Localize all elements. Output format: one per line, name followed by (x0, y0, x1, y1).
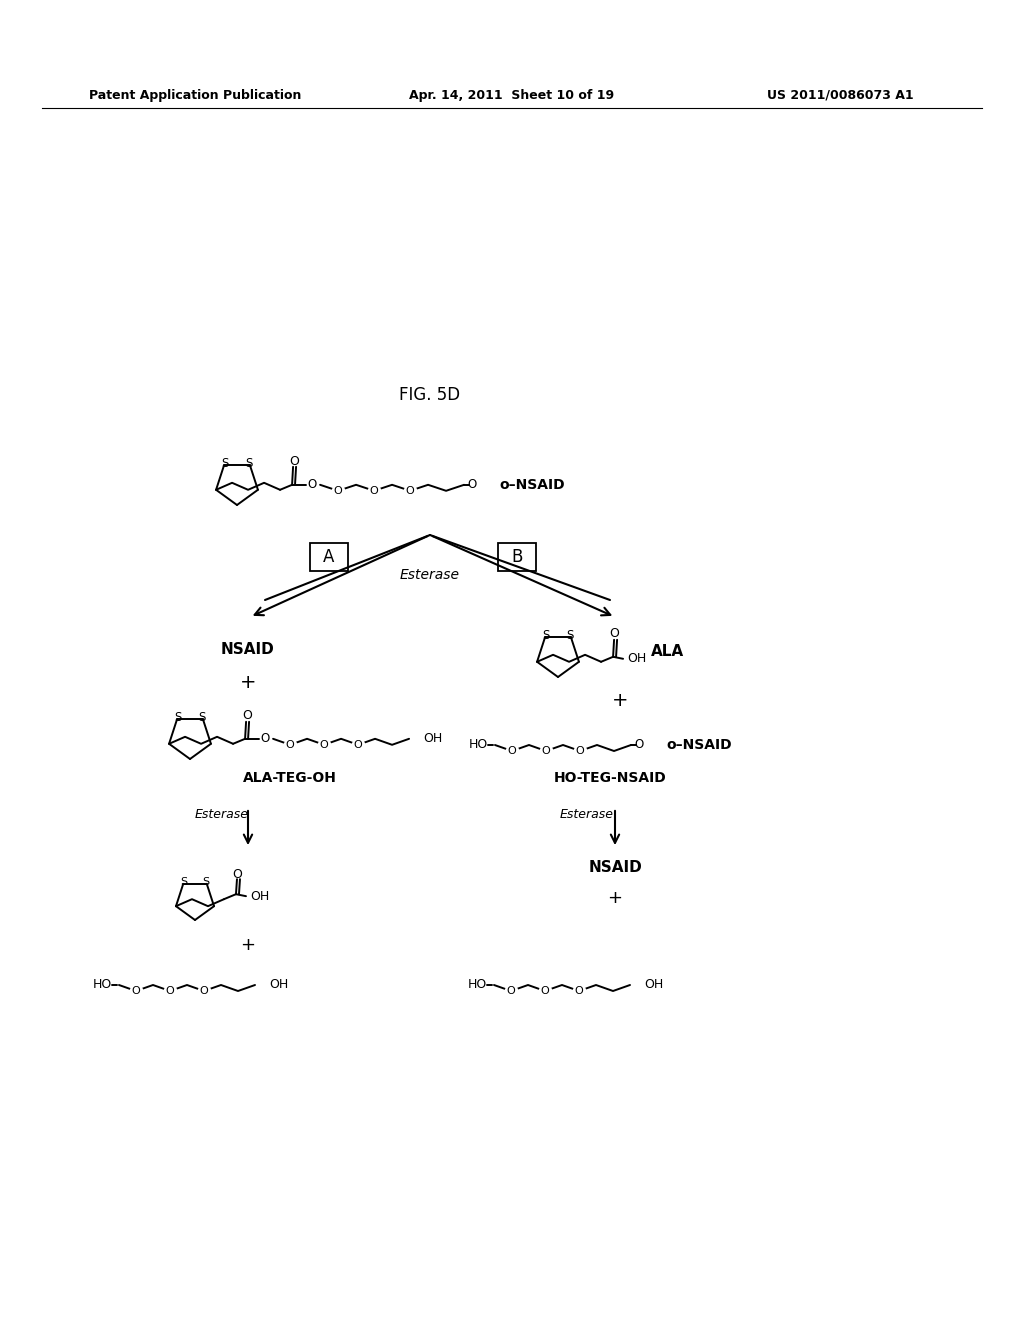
Text: ALA-TEG-OH: ALA-TEG-OH (243, 771, 337, 785)
Text: S: S (202, 876, 209, 887)
Text: O: O (232, 867, 242, 880)
Text: S: S (199, 710, 206, 723)
Text: O: O (406, 486, 415, 496)
Text: +: + (241, 936, 256, 954)
Text: S: S (180, 876, 187, 887)
Text: B: B (511, 548, 522, 566)
Text: O: O (334, 486, 342, 496)
Text: US 2011/0086073 A1: US 2011/0086073 A1 (767, 88, 913, 102)
Text: O: O (353, 739, 362, 750)
Text: Patent Application Publication: Patent Application Publication (89, 88, 301, 102)
Text: OH: OH (250, 890, 269, 903)
Text: O: O (166, 986, 174, 997)
Text: Esterase: Esterase (400, 568, 460, 582)
Text: Esterase: Esterase (195, 808, 249, 821)
Text: O: O (200, 986, 208, 997)
Text: HO: HO (469, 738, 488, 751)
Text: O: O (307, 478, 316, 491)
Text: Esterase: Esterase (560, 808, 614, 821)
Text: +: + (607, 888, 623, 907)
Text: S: S (543, 628, 550, 642)
Text: O: O (575, 746, 585, 756)
Text: A: A (324, 548, 335, 566)
Text: NSAID: NSAID (221, 643, 274, 657)
Text: O: O (242, 709, 252, 722)
Text: S: S (174, 710, 181, 723)
Text: OH: OH (269, 978, 288, 991)
Text: O: O (635, 738, 644, 751)
Text: HO: HO (468, 978, 487, 991)
Bar (310, 543, 348, 572)
Text: S: S (566, 628, 573, 642)
Text: S: S (221, 457, 228, 470)
Text: OH: OH (423, 733, 442, 746)
Text: O: O (508, 746, 516, 756)
Text: FIG. 5D: FIG. 5D (399, 385, 461, 404)
Text: O: O (289, 455, 299, 469)
Text: OH: OH (627, 652, 646, 665)
Text: Apr. 14, 2011  Sheet 10 of 19: Apr. 14, 2011 Sheet 10 of 19 (410, 88, 614, 102)
Text: +: + (240, 672, 256, 692)
Text: o–NSAID: o–NSAID (499, 478, 564, 492)
Text: O: O (574, 986, 584, 997)
Text: O: O (467, 478, 477, 491)
Text: O: O (370, 486, 379, 496)
Text: +: + (611, 690, 629, 710)
Text: ALA: ALA (651, 644, 684, 659)
Text: O: O (260, 733, 269, 746)
Text: O: O (507, 986, 515, 997)
Bar (498, 543, 536, 572)
Text: O: O (609, 627, 620, 640)
Text: NSAID: NSAID (588, 861, 642, 875)
Text: O: O (132, 986, 140, 997)
Text: o–NSAID: o–NSAID (666, 738, 731, 752)
Text: OH: OH (644, 978, 664, 991)
Text: S: S (245, 457, 253, 470)
Text: O: O (286, 739, 295, 750)
Text: O: O (542, 746, 550, 756)
Text: HO: HO (93, 978, 112, 991)
Text: O: O (541, 986, 549, 997)
Text: O: O (319, 739, 329, 750)
Text: HO-TEG-NSAID: HO-TEG-NSAID (554, 771, 667, 785)
